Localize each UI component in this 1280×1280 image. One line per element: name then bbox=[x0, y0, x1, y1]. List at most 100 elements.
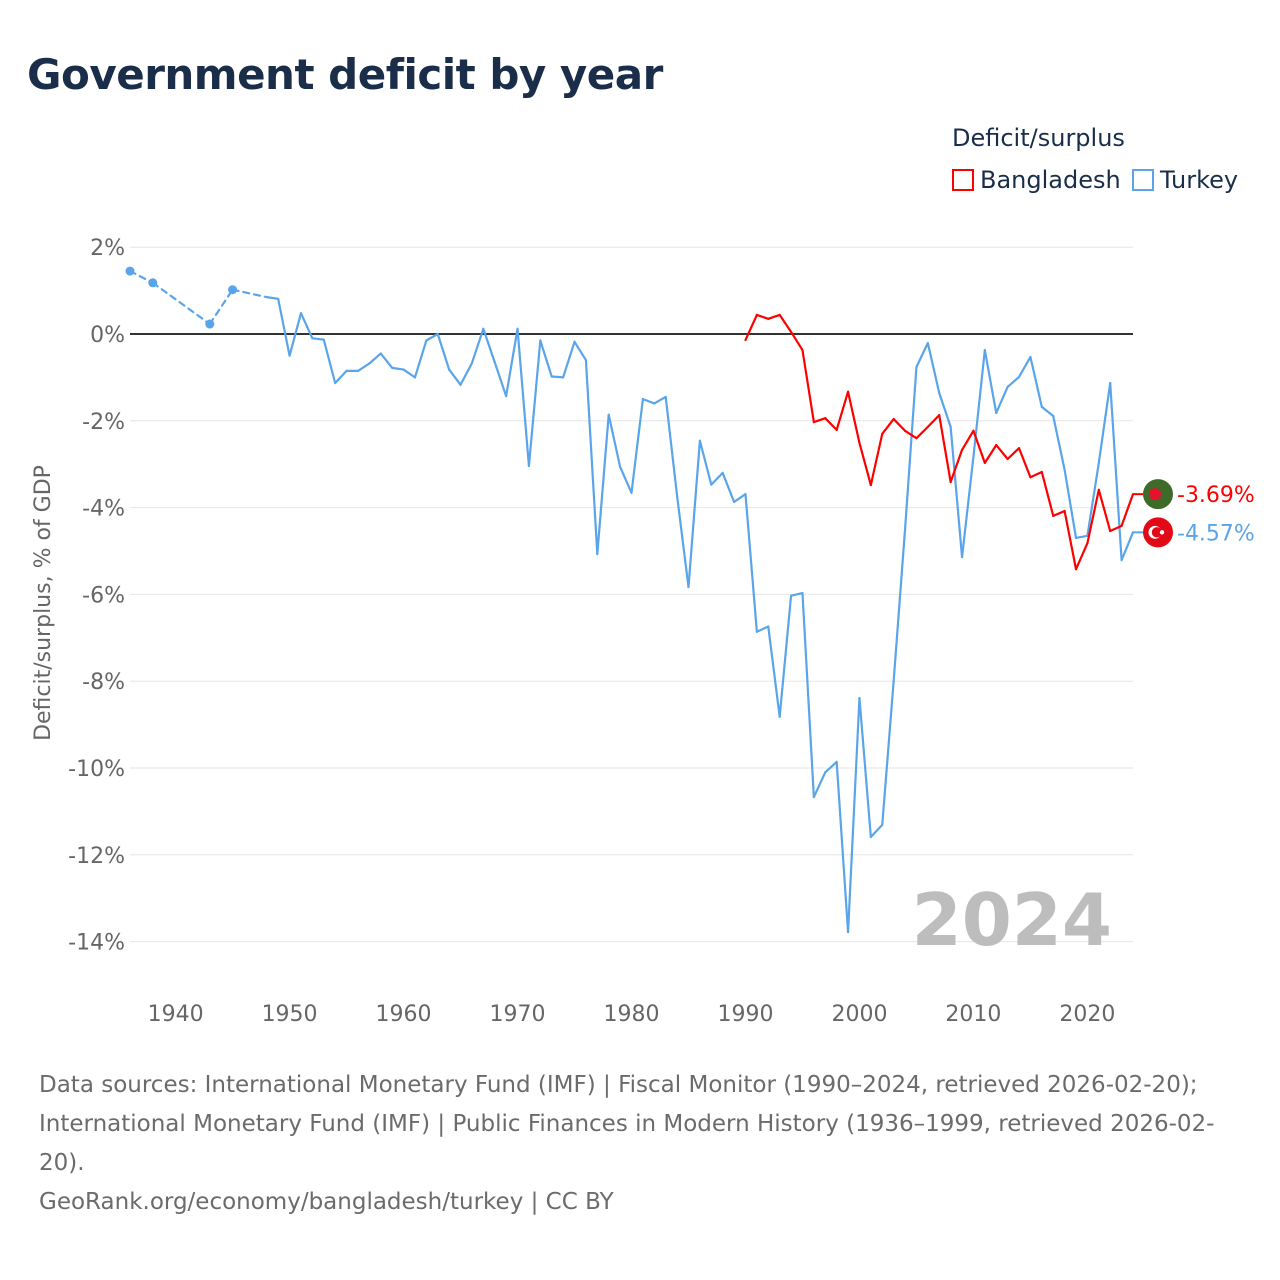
line-segment-bangladesh bbox=[881, 417, 895, 435]
x-tick-label: 1980 bbox=[604, 1002, 660, 1027]
line-segment-bangladesh bbox=[1086, 488, 1100, 545]
line-segment-turkey bbox=[1006, 375, 1021, 389]
data-point-turkey bbox=[125, 266, 135, 276]
y-tick-label: -4% bbox=[82, 497, 125, 522]
line-segment-bangladesh bbox=[972, 429, 986, 464]
line-segment-turkey bbox=[767, 625, 781, 718]
line-segment-bangladesh bbox=[892, 417, 907, 432]
line-segment-turkey bbox=[995, 385, 1009, 415]
legend-swatch-turkey bbox=[1132, 169, 1154, 191]
line-segment-bangladesh bbox=[915, 425, 929, 440]
x-tick-label: 1990 bbox=[717, 1002, 773, 1027]
line-segment-turkey bbox=[391, 366, 405, 371]
line-segment-turkey bbox=[299, 312, 314, 340]
line-segment-bangladesh bbox=[744, 313, 758, 342]
line-segment-turkey bbox=[368, 352, 382, 365]
legend-label-turkey: Turkey bbox=[1160, 166, 1239, 194]
y-tick-label: -12% bbox=[68, 844, 125, 869]
line-segment-turkey bbox=[926, 342, 941, 395]
legend-label-bangladesh: Bangladesh bbox=[980, 166, 1121, 194]
line-segment-turkey bbox=[789, 591, 804, 597]
line-segment-bangladesh bbox=[835, 390, 850, 432]
line-segment-turkey bbox=[550, 375, 565, 379]
legend-item-bangladesh[interactable]: Bangladesh bbox=[952, 166, 1121, 194]
line-segment-turkey bbox=[231, 288, 268, 299]
x-tick-label: 1970 bbox=[490, 1002, 546, 1027]
line-segment-turkey bbox=[1074, 534, 1089, 540]
line-segment-turkey bbox=[482, 327, 496, 364]
line-segment-bangladesh bbox=[778, 313, 793, 333]
line-segment-turkey bbox=[470, 327, 485, 365]
x-tick-label: 2010 bbox=[945, 1002, 1001, 1027]
line-segment-bangladesh bbox=[1029, 470, 1043, 479]
line-segment-turkey bbox=[1109, 381, 1123, 562]
line-segment-turkey bbox=[960, 455, 975, 559]
data-point-turkey bbox=[205, 319, 215, 329]
x-tick-label: 2020 bbox=[1059, 1002, 1115, 1027]
line-segment-turkey bbox=[846, 697, 861, 934]
end-value-label-bangladesh: -3.69% bbox=[1177, 483, 1255, 508]
line-segment-turkey bbox=[698, 439, 713, 486]
line-segment-turkey bbox=[356, 362, 371, 372]
line-segment-bangladesh bbox=[869, 432, 884, 487]
line-segment-turkey bbox=[881, 680, 895, 826]
line-segment-turkey bbox=[539, 339, 553, 378]
line-segment-turkey bbox=[687, 439, 701, 589]
line-segment-turkey bbox=[584, 358, 599, 556]
line-segment-turkey bbox=[630, 398, 644, 494]
line-segment-turkey bbox=[721, 471, 736, 504]
credit-link[interactable]: GeoRank.org/economy/bangladesh/turkey | … bbox=[39, 1189, 614, 1215]
line-segment-turkey bbox=[402, 368, 417, 379]
line-segment-turkey bbox=[573, 340, 588, 362]
line-segment-turkey bbox=[516, 327, 531, 468]
legend-title: Deficit/surplus bbox=[952, 124, 1125, 152]
line-segment-bangladesh bbox=[755, 313, 770, 320]
line-segment-bangladesh bbox=[1120, 493, 1135, 527]
line-segment-bangladesh bbox=[767, 313, 781, 320]
line-segment-turkey bbox=[425, 332, 439, 342]
line-segment-bangladesh bbox=[1109, 524, 1123, 533]
line-segment-turkey bbox=[892, 528, 907, 683]
flag-disc-icon bbox=[1149, 488, 1161, 501]
line-segment-turkey bbox=[1017, 355, 1032, 379]
line-segment-turkey bbox=[824, 760, 838, 774]
line-segment-turkey bbox=[619, 465, 633, 494]
line-segment-turkey bbox=[858, 697, 872, 839]
line-segment-turkey bbox=[1086, 461, 1100, 537]
line-segment-turkey bbox=[265, 296, 280, 300]
line-segment-bangladesh bbox=[1097, 488, 1112, 533]
footer: Data sources: International Monetary Fun… bbox=[39, 1066, 1239, 1222]
x-tick-label: 2000 bbox=[831, 1002, 887, 1027]
y-tick-label: -2% bbox=[82, 410, 125, 435]
y-tick-label: -10% bbox=[68, 757, 125, 782]
line-segment-turkey bbox=[1052, 414, 1066, 471]
line-segment-turkey bbox=[653, 395, 667, 405]
y-tick-label: -8% bbox=[82, 670, 125, 695]
line-segment-turkey bbox=[208, 288, 234, 326]
line-segment-bangladesh bbox=[949, 448, 964, 484]
line-segment-turkey bbox=[972, 348, 986, 458]
flag-star-icon bbox=[1159, 530, 1165, 535]
line-chart: 2% 0% -2% -4% -6% -8% -10% -12% -14% 1940 1950 1960… bbox=[31, 236, 1255, 1027]
line-segment-bangladesh bbox=[960, 429, 975, 451]
line-segment-bangladesh bbox=[1052, 509, 1066, 517]
y-tick-label: -6% bbox=[82, 583, 125, 608]
line-segment-bangladesh bbox=[812, 417, 827, 424]
line-segment-turkey bbox=[459, 361, 474, 386]
line-segment-bangladesh bbox=[983, 444, 998, 464]
line-segment-turkey bbox=[1063, 468, 1078, 540]
page-title: Government deficit by year bbox=[27, 50, 663, 99]
line-segment-turkey bbox=[151, 281, 211, 326]
legend-item-turkey[interactable]: Turkey bbox=[1132, 166, 1238, 194]
line-segment-turkey bbox=[448, 368, 462, 386]
line-segment-turkey bbox=[596, 413, 610, 556]
line-segment-bangladesh bbox=[858, 441, 872, 487]
y-axis-label: Deficit/surplus, % of GDP bbox=[31, 465, 56, 741]
line-segment-bangladesh bbox=[801, 348, 815, 424]
line-segment-turkey bbox=[744, 493, 758, 633]
line-segment-bangladesh bbox=[1017, 447, 1032, 479]
line-segment-turkey bbox=[755, 625, 770, 633]
y-tick-label: 2% bbox=[90, 236, 125, 261]
line-segment-turkey bbox=[493, 361, 508, 398]
line-segment-turkey bbox=[710, 471, 724, 486]
